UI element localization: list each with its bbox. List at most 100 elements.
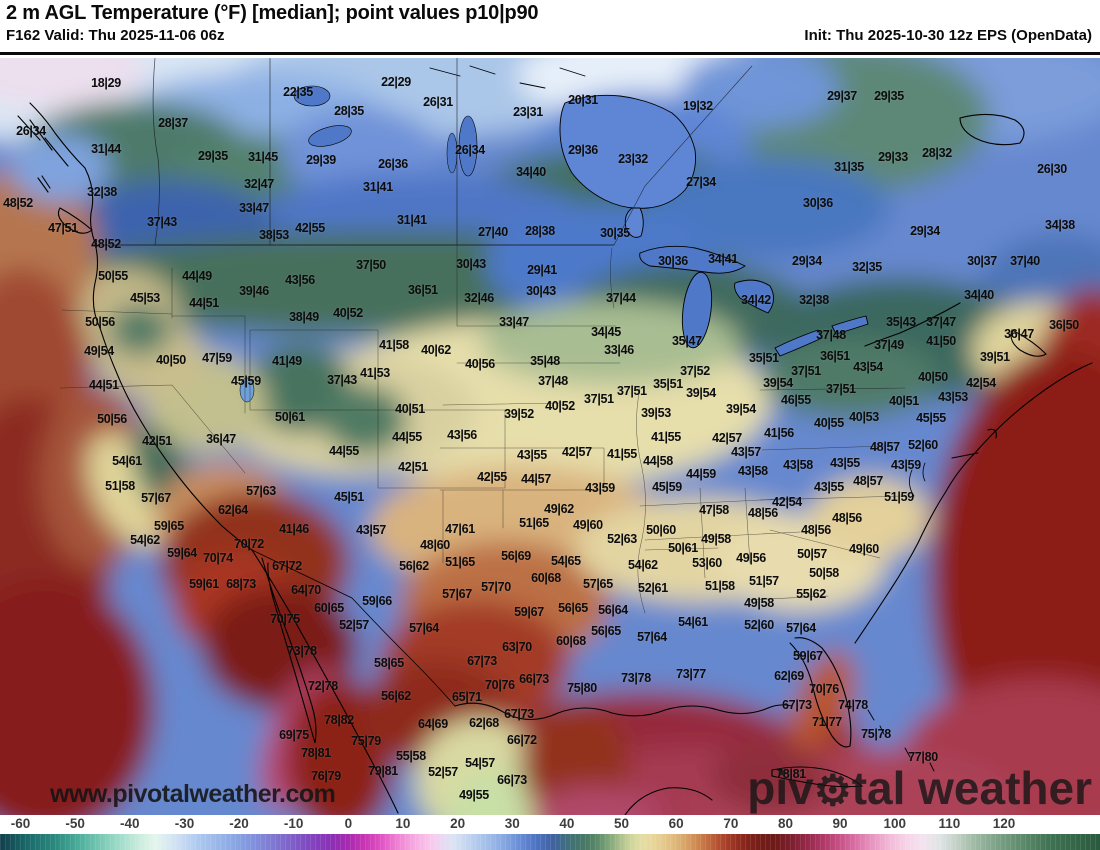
point-value: 35|51 [653,376,683,391]
point-value: 56|64 [598,603,628,617]
point-value: 37|48 [816,327,846,342]
point-value: 37|43 [147,214,177,229]
point-value: 37|51 [617,384,647,398]
colorbar-tick-label: 110 [938,816,961,831]
point-value: 29|33 [878,150,908,164]
point-value: 38|53 [259,227,289,242]
point-value: 44|58 [643,454,673,469]
point-value: 43|57 [356,522,386,537]
point-value: 70|76 [809,682,839,697]
point-value: 58|65 [374,655,404,670]
point-value: 39|46 [239,284,269,298]
point-value: 47|59 [202,350,232,365]
point-value: 66|73 [519,671,549,686]
point-value: 64|70 [291,583,321,598]
point-value: 34|40 [516,165,546,179]
point-value: 26|36 [378,156,408,171]
point-value: 33|47 [239,201,269,216]
point-value: 48|56 [832,511,862,526]
point-value: 29|39 [306,152,336,167]
point-value: 60|68 [556,633,586,648]
point-value: 69|75 [279,727,309,742]
weather-map[interactable]: 18|29 22|35 28|35 26|34 28|37 31|44 29|35 31|45… [0,58,1100,815]
point-value: 29|35 [874,89,904,103]
point-value: 45|51 [334,489,364,504]
point-value: 41|58 [379,337,409,352]
point-value: 49|58 [701,531,731,546]
colorbar-tick-label: -50 [65,816,85,831]
point-value: 22|29 [381,74,411,89]
point-value: 52|57 [339,617,369,632]
point-value: 48|56 [748,506,778,521]
point-value: 23|32 [618,151,648,166]
point-value: 48|56 [801,522,831,537]
point-value: 50|55 [98,269,128,284]
point-value: 39|53 [641,406,671,421]
point-value: 79|81 [368,764,398,779]
point-value: 54|57 [465,755,495,770]
colorbar-gradient [0,834,1100,850]
point-value: 41|56 [764,426,794,441]
point-value: 49|55 [459,788,489,802]
point-value: 50|60 [646,522,676,537]
point-value: 37|48 [538,374,568,388]
point-value: 75|78 [861,727,891,741]
point-value: 51|59 [884,489,914,504]
colorbar-tick-label: 100 [883,816,906,831]
page-title: 2 m AGL Temperature (°F) [median]; point… [6,2,539,24]
point-value: 49|60 [573,517,603,532]
point-value: 40|53 [849,409,879,424]
point-value: 40|51 [395,402,425,417]
point-value: 43|56 [447,427,477,442]
point-value: 43|55 [830,455,860,470]
colorbar-tick-label: -30 [174,816,195,831]
point-value: 39|54 [763,375,793,390]
point-value: 77|80 [908,750,938,764]
point-value: 39|51 [980,350,1010,364]
point-value: 49|62 [544,502,574,517]
point-value: 28|38 [525,223,555,238]
point-value: 40|62 [421,342,451,357]
point-value: 34|42 [741,293,771,307]
point-value: 49|60 [849,541,879,556]
point-value: 30|43 [456,256,486,271]
point-value: 70|76 [485,678,515,693]
point-value: 59|67 [514,604,544,619]
colorbar-tick-label: -10 [283,816,304,831]
point-value: 31|44 [91,141,121,156]
point-value: 40|55 [814,416,844,431]
point-value: 42|51 [398,460,428,474]
point-value: 30|36 [658,254,688,269]
point-value: 57|67 [141,490,171,505]
point-value: 56|69 [501,549,531,564]
colorbar-tick-label: 50 [613,816,630,831]
point-values-layer: 18|29 22|35 28|35 26|34 28|37 31|44 29|35 31|45… [0,58,1100,815]
point-value: 57|64 [409,621,439,636]
point-value: 41|55 [607,446,637,461]
point-value: 32|38 [87,184,117,199]
point-value: 30|43 [526,284,556,298]
point-value: 50|56 [85,314,115,329]
logo-text-post: tal weather [851,762,1092,814]
point-value: 42|54 [772,494,802,509]
point-value: 26|34 [455,142,485,157]
point-value: 75|80 [567,680,597,695]
point-value: 70|74 [203,550,233,565]
point-value: 62|68 [469,716,499,731]
point-value: 34|45 [591,325,621,340]
point-value: 37|51 [826,382,856,397]
point-value: 53|60 [692,555,722,570]
point-value: 49|54 [84,344,114,359]
colorbar-tick-label: 70 [723,816,739,831]
point-value: 27|34 [686,174,716,189]
point-value: 37|52 [680,364,710,379]
point-value: 44|55 [329,444,359,459]
point-value: 40|50 [918,369,948,384]
point-value: 48|60 [420,537,450,552]
point-value: 56|62 [399,559,429,574]
point-value: 26|30 [1037,161,1067,176]
point-value: 56|65 [591,623,621,638]
colorbar-tick-label: 40 [559,816,575,831]
point-value: 57|63 [246,484,276,498]
